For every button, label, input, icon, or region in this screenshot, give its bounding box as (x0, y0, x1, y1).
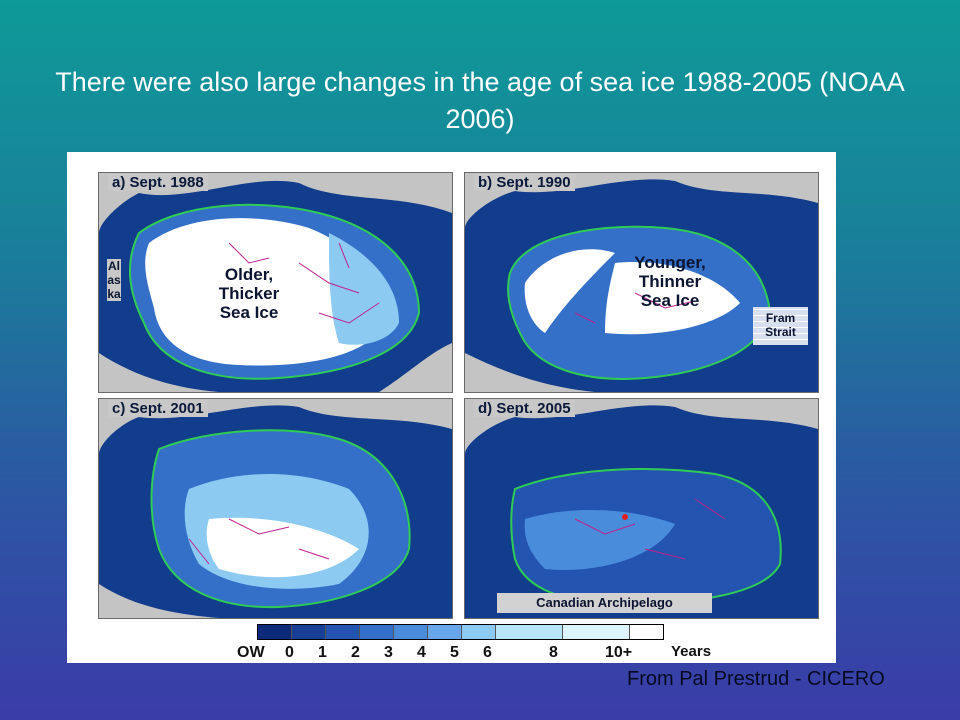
younger-ice-label: Younger, Thinner Sea Ice (634, 253, 706, 310)
sea-ice-age-figure: a) Sept. 1988 Older, Thicker Sea Ice Ala… (67, 152, 836, 663)
tick-label: 10+ (605, 644, 633, 661)
fram-strait-label: Fram Strait (753, 307, 808, 345)
source-credit: From Pal Prestrud - CICERO (627, 668, 885, 690)
age-colorbar (257, 624, 664, 640)
alaska-label: Alaska (107, 259, 121, 301)
canadian-archipelago-label: Canadian Archipelago (497, 593, 712, 613)
slide-title: There were also large changes in the age… (55, 67, 905, 134)
colorbar-segment (630, 625, 663, 639)
panel-label: a) Sept. 1988 (108, 174, 208, 191)
map-panel-2005: d) Sept. 2005 Canadian Archipelago (464, 398, 819, 619)
colorbar-segment (428, 625, 462, 639)
tick-label: 2 (351, 644, 360, 661)
tick-label: OW (237, 644, 265, 661)
panel-label: c) Sept. 2001 (108, 400, 208, 417)
colorbar-segment (394, 625, 428, 639)
sea-ice-map-1988 (99, 173, 452, 392)
tick-label: 1 (318, 644, 327, 661)
map-panel-2001: c) Sept. 2001 (98, 398, 453, 619)
tick-label: 0 (285, 644, 294, 661)
sea-ice-map-2001 (99, 399, 452, 618)
tick-label: 5 (450, 644, 459, 661)
colorbar-segment (496, 625, 563, 639)
map-panel-1988: a) Sept. 1988 Older, Thicker Sea Ice Ala… (98, 172, 453, 393)
colorbar-segment (563, 625, 630, 639)
older-ice-label: Older, Thicker Sea Ice (218, 265, 280, 322)
sea-ice-map-2005 (465, 399, 818, 618)
tick-label: 6 (483, 644, 492, 661)
tick-label: 3 (384, 644, 393, 661)
panel-label: b) Sept. 1990 (474, 174, 575, 191)
tick-label: 8 (549, 644, 558, 661)
colorbar-segment (360, 625, 394, 639)
map-panel-1990: b) Sept. 1990 Younger, Thinner Sea Ice F… (464, 172, 819, 393)
tick-label: 4 (417, 644, 426, 661)
panel-label: d) Sept. 2005 (474, 400, 575, 417)
colorbar-ticks: OW 0 1 2 3 4 5 6 8 10+ (237, 644, 667, 664)
colorbar-segment (258, 625, 292, 639)
colorbar-segment (292, 625, 326, 639)
colorbar-segment (462, 625, 496, 639)
colorbar-unit-label: Years (671, 643, 712, 660)
colorbar-segment (326, 625, 360, 639)
